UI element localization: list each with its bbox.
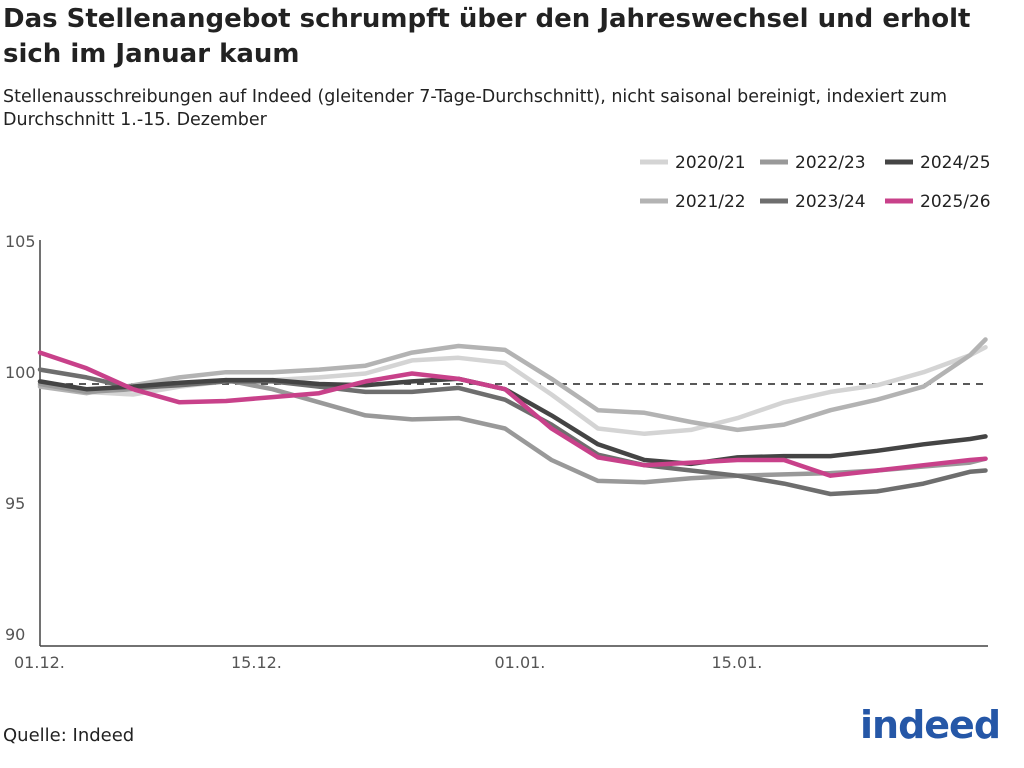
- x-tick-label: 01.12.: [14, 653, 65, 672]
- indeed-logo: indeed: [860, 703, 1001, 747]
- legend-label: 2023/24: [795, 192, 866, 212]
- series-line-2020-21: [37, 345, 988, 437]
- y-tick-label: 100: [5, 363, 36, 382]
- source-note: Quelle: Indeed: [3, 725, 135, 746]
- y-tick-label: 105: [5, 232, 36, 251]
- series-line-2024-25: [37, 376, 988, 467]
- x-tick-label: 15.01.: [712, 653, 763, 672]
- x-tick-label: 01.01.: [495, 653, 546, 672]
- series-line-2025-26: [37, 350, 988, 478]
- x-tick-label: 15.12.: [231, 653, 282, 672]
- legend-label: 2022/23: [795, 153, 866, 173]
- y-tick-label: 90: [5, 625, 25, 644]
- series-line-2021-22: [37, 337, 988, 433]
- legend-label: 2021/22: [675, 192, 746, 212]
- legend-label: 2025/26: [920, 192, 991, 212]
- y-tick-label: 95: [5, 494, 25, 513]
- chart-title: Das Stellenangebot schrumpft über den Ja…: [3, 4, 971, 69]
- chart-subtitle: Stellenausschreibungen auf Indeed (gleit…: [3, 87, 947, 130]
- legend-label: 2024/25: [920, 153, 991, 173]
- legend-label: 2020/21: [675, 153, 746, 173]
